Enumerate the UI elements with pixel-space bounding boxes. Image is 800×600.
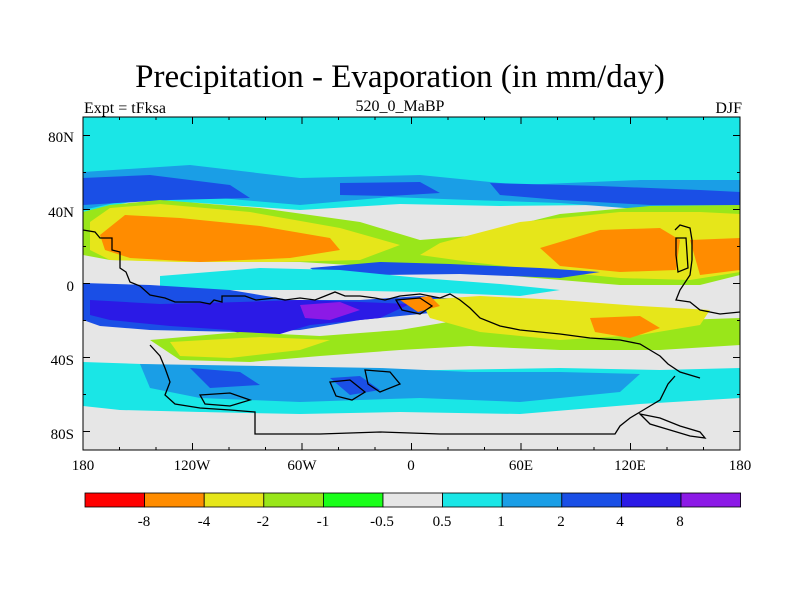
colorbar-label: 2 [557, 514, 565, 530]
x-tick-label: 60E [509, 458, 533, 474]
x-tick-label: 120W [174, 458, 212, 474]
y-tick-label: 40S [51, 353, 74, 369]
colorbar-label: 4 [616, 514, 624, 530]
colorbar-label: 0.5 [433, 514, 452, 530]
field-layer [83, 117, 740, 450]
coastline-island-5 [638, 412, 707, 439]
x-tick-label: 180 [729, 458, 752, 474]
colorbar-box [621, 492, 682, 508]
colorbar-box [561, 492, 622, 508]
field-equator-blue [310, 262, 600, 278]
field-south-tropic-peak [300, 302, 360, 320]
y-tick-label: 80S [51, 427, 74, 443]
x-tick-label: 60W [287, 458, 317, 474]
colorbar-label: -0.5 [370, 514, 394, 530]
colorbar-box [144, 492, 205, 508]
colorbar-label: 1 [497, 514, 505, 530]
colorbar-label: 8 [676, 514, 684, 530]
coastline-island-3 [394, 297, 434, 315]
colorbar-label: -4 [198, 514, 211, 530]
coastline-east-continent [674, 224, 741, 315]
colorbar-box [382, 492, 443, 508]
field-subtropic-orange [100, 215, 740, 275]
field-equator-cyan [160, 268, 560, 296]
colorbar-boxes [84, 492, 741, 508]
colorbar-label: -2 [257, 514, 270, 530]
x-tick-label: 120E [614, 458, 646, 474]
colorbar: -8 -4 -2 -1 -0.5 0.5 1 2 4 8 [84, 492, 741, 530]
coastline-island-2 [364, 369, 402, 393]
coastline-main [82, 229, 701, 379]
coastline-south-continent [149, 344, 676, 435]
y-tick-label: 80N [48, 130, 74, 146]
axis-ticks [82, 117, 741, 450]
period-label: 520_0_MaBP [355, 98, 445, 115]
coastline-island-4 [198, 392, 253, 407]
colorbar-box [84, 492, 145, 508]
coastline-island-1 [329, 379, 367, 401]
y-tick-label: 40N [48, 205, 74, 221]
x-axis-labels: 180 120W 60W 0 60E 120E 180 [72, 458, 752, 474]
season-label: DJF [715, 100, 742, 117]
chart-title: Precipitation - Evaporation (in mm/day) [135, 59, 665, 95]
field-south-orange [400, 296, 660, 338]
colorbar-box [203, 492, 265, 508]
x-tick-label: 180 [72, 458, 95, 474]
colorbar-box [501, 492, 563, 508]
y-axis-labels: 80N 40N 0 40S 80S [48, 130, 74, 443]
field-south-midlat-blue [140, 364, 640, 402]
field-south-yellow [170, 296, 710, 358]
colorbar-labels: -8 -4 -2 -1 -0.5 0.5 1 2 4 8 [138, 514, 684, 530]
field-north-band-strong [83, 175, 740, 205]
experiment-label: Expt = tFksa [84, 100, 166, 117]
coastline-peninsula [675, 237, 689, 273]
colorbar-box [442, 492, 503, 508]
colorbar-box [680, 492, 741, 508]
y-tick-label: 0 [67, 279, 75, 295]
field-antarctic [83, 412, 740, 450]
colorbar-box [263, 492, 324, 508]
field-south-midlat-strong [190, 368, 380, 395]
x-tick-label: 0 [407, 458, 415, 474]
continent-outlines [82, 224, 741, 439]
colorbar-label: -8 [138, 514, 151, 530]
colorbar-label: -1 [317, 514, 330, 530]
colorbar-box [322, 492, 384, 508]
